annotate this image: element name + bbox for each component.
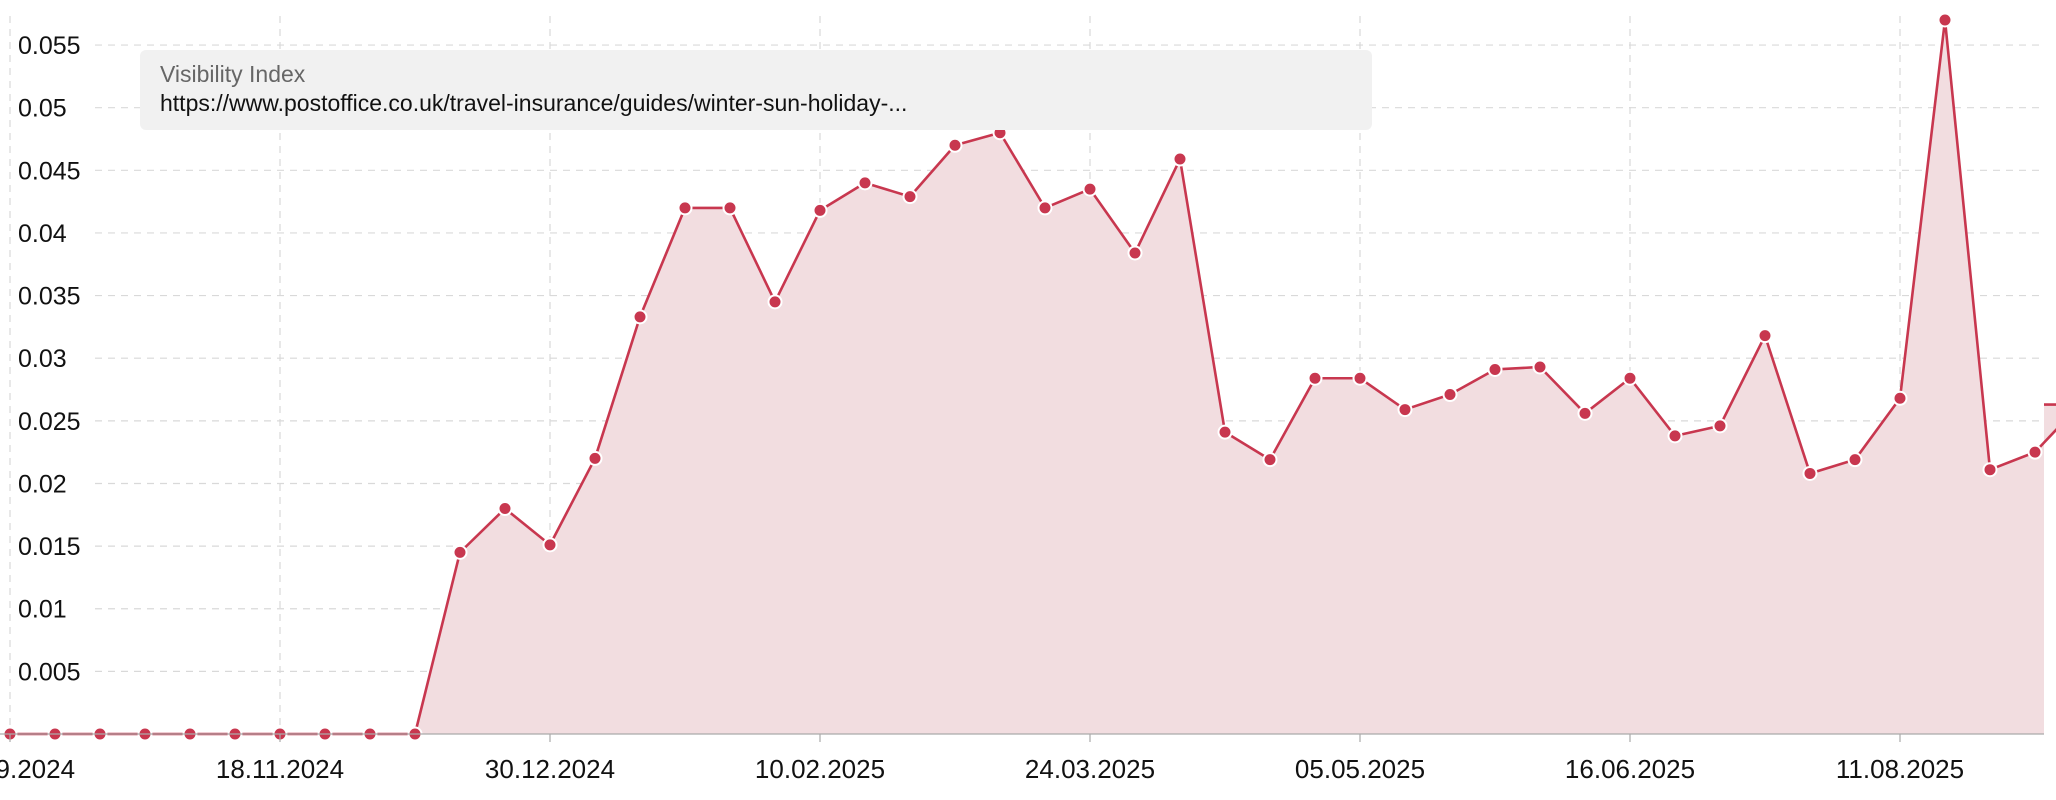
x-tick-label: 18.11.2024: [216, 754, 344, 784]
series-legend: Visibility Index https://www.postoffice.…: [140, 50, 1372, 130]
data-point[interactable]: [1712, 418, 1728, 434]
data-point[interactable]: [902, 189, 918, 205]
x-tick-label: 10.02.2025: [755, 754, 885, 784]
y-tick-label: 0.025: [18, 408, 81, 436]
data-point[interactable]: [1667, 428, 1683, 444]
y-tick-label: 0.03: [18, 345, 67, 373]
data-point[interactable]: [1352, 370, 1368, 386]
data-point[interactable]: [1307, 370, 1323, 386]
data-point[interactable]: [452, 544, 468, 560]
data-point[interactable]: [1037, 200, 1053, 216]
x-tick-label: 24.03.2025: [1025, 754, 1155, 784]
data-point[interactable]: [677, 200, 693, 216]
data-point[interactable]: [1757, 328, 1773, 344]
y-axis: 0.005 0.01 0.015 0.02 0.025 0.03 0.035 0.04 0.04…: [18, 32, 81, 686]
x-tick-label: 30.12.2024: [485, 754, 615, 784]
data-point[interactable]: [1127, 245, 1143, 261]
visibility-area: [0, 20, 2056, 734]
y-tick-label: 0.055: [18, 32, 81, 60]
y-tick-label: 0.005: [18, 658, 81, 686]
x-tick-label: 16.06.2025: [1565, 754, 1695, 784]
data-point[interactable]: [1802, 465, 1818, 481]
data-point[interactable]: [812, 202, 828, 218]
y-tick-label: 0.01: [18, 596, 67, 624]
y-tick-label: 0.02: [18, 470, 67, 498]
data-point[interactable]: [1082, 181, 1098, 197]
x-tick-label: 05.05.2025: [1295, 754, 1425, 784]
data-point[interactable]: [1262, 452, 1278, 468]
x-tick-label: 07.09.2024: [0, 754, 75, 784]
data-point[interactable]: [1892, 390, 1908, 406]
data-point[interactable]: [947, 137, 963, 153]
data-point[interactable]: [2027, 444, 2043, 460]
data-point[interactable]: [587, 450, 603, 466]
x-axis: 07.09.2024 18.11.2024 30.12.2024 10.02.2025…: [0, 733, 2044, 784]
legend-url: https://www.postoffice.co.uk/travel-insu…: [160, 90, 908, 116]
data-point[interactable]: [1982, 462, 1998, 478]
data-point[interactable]: [497, 501, 513, 517]
data-point[interactable]: [1577, 405, 1593, 421]
data-point[interactable]: [1397, 402, 1413, 418]
data-point[interactable]: [1442, 387, 1458, 403]
data-point[interactable]: [722, 200, 738, 216]
y-tick-label: 0.035: [18, 283, 81, 311]
y-tick-label: 0.015: [18, 533, 81, 561]
y-tick-label: 0.045: [18, 157, 81, 185]
data-point[interactable]: [1847, 452, 1863, 468]
y-tick-label: 0.04: [18, 220, 67, 248]
data-point[interactable]: [1532, 359, 1548, 375]
x-tick-label: 11.08.2025: [1836, 754, 1964, 784]
data-point[interactable]: [1622, 370, 1638, 386]
data-point[interactable]: [632, 309, 648, 325]
data-point[interactable]: [857, 175, 873, 191]
data-point[interactable]: [1217, 424, 1233, 440]
data-point[interactable]: [1487, 361, 1503, 377]
y-tick-label: 0.05: [18, 95, 67, 123]
legend-title: Visibility Index: [160, 61, 306, 87]
data-point[interactable]: [1172, 151, 1188, 167]
data-point[interactable]: [1937, 12, 1953, 28]
data-point[interactable]: [767, 294, 783, 310]
data-point[interactable]: [542, 537, 558, 553]
